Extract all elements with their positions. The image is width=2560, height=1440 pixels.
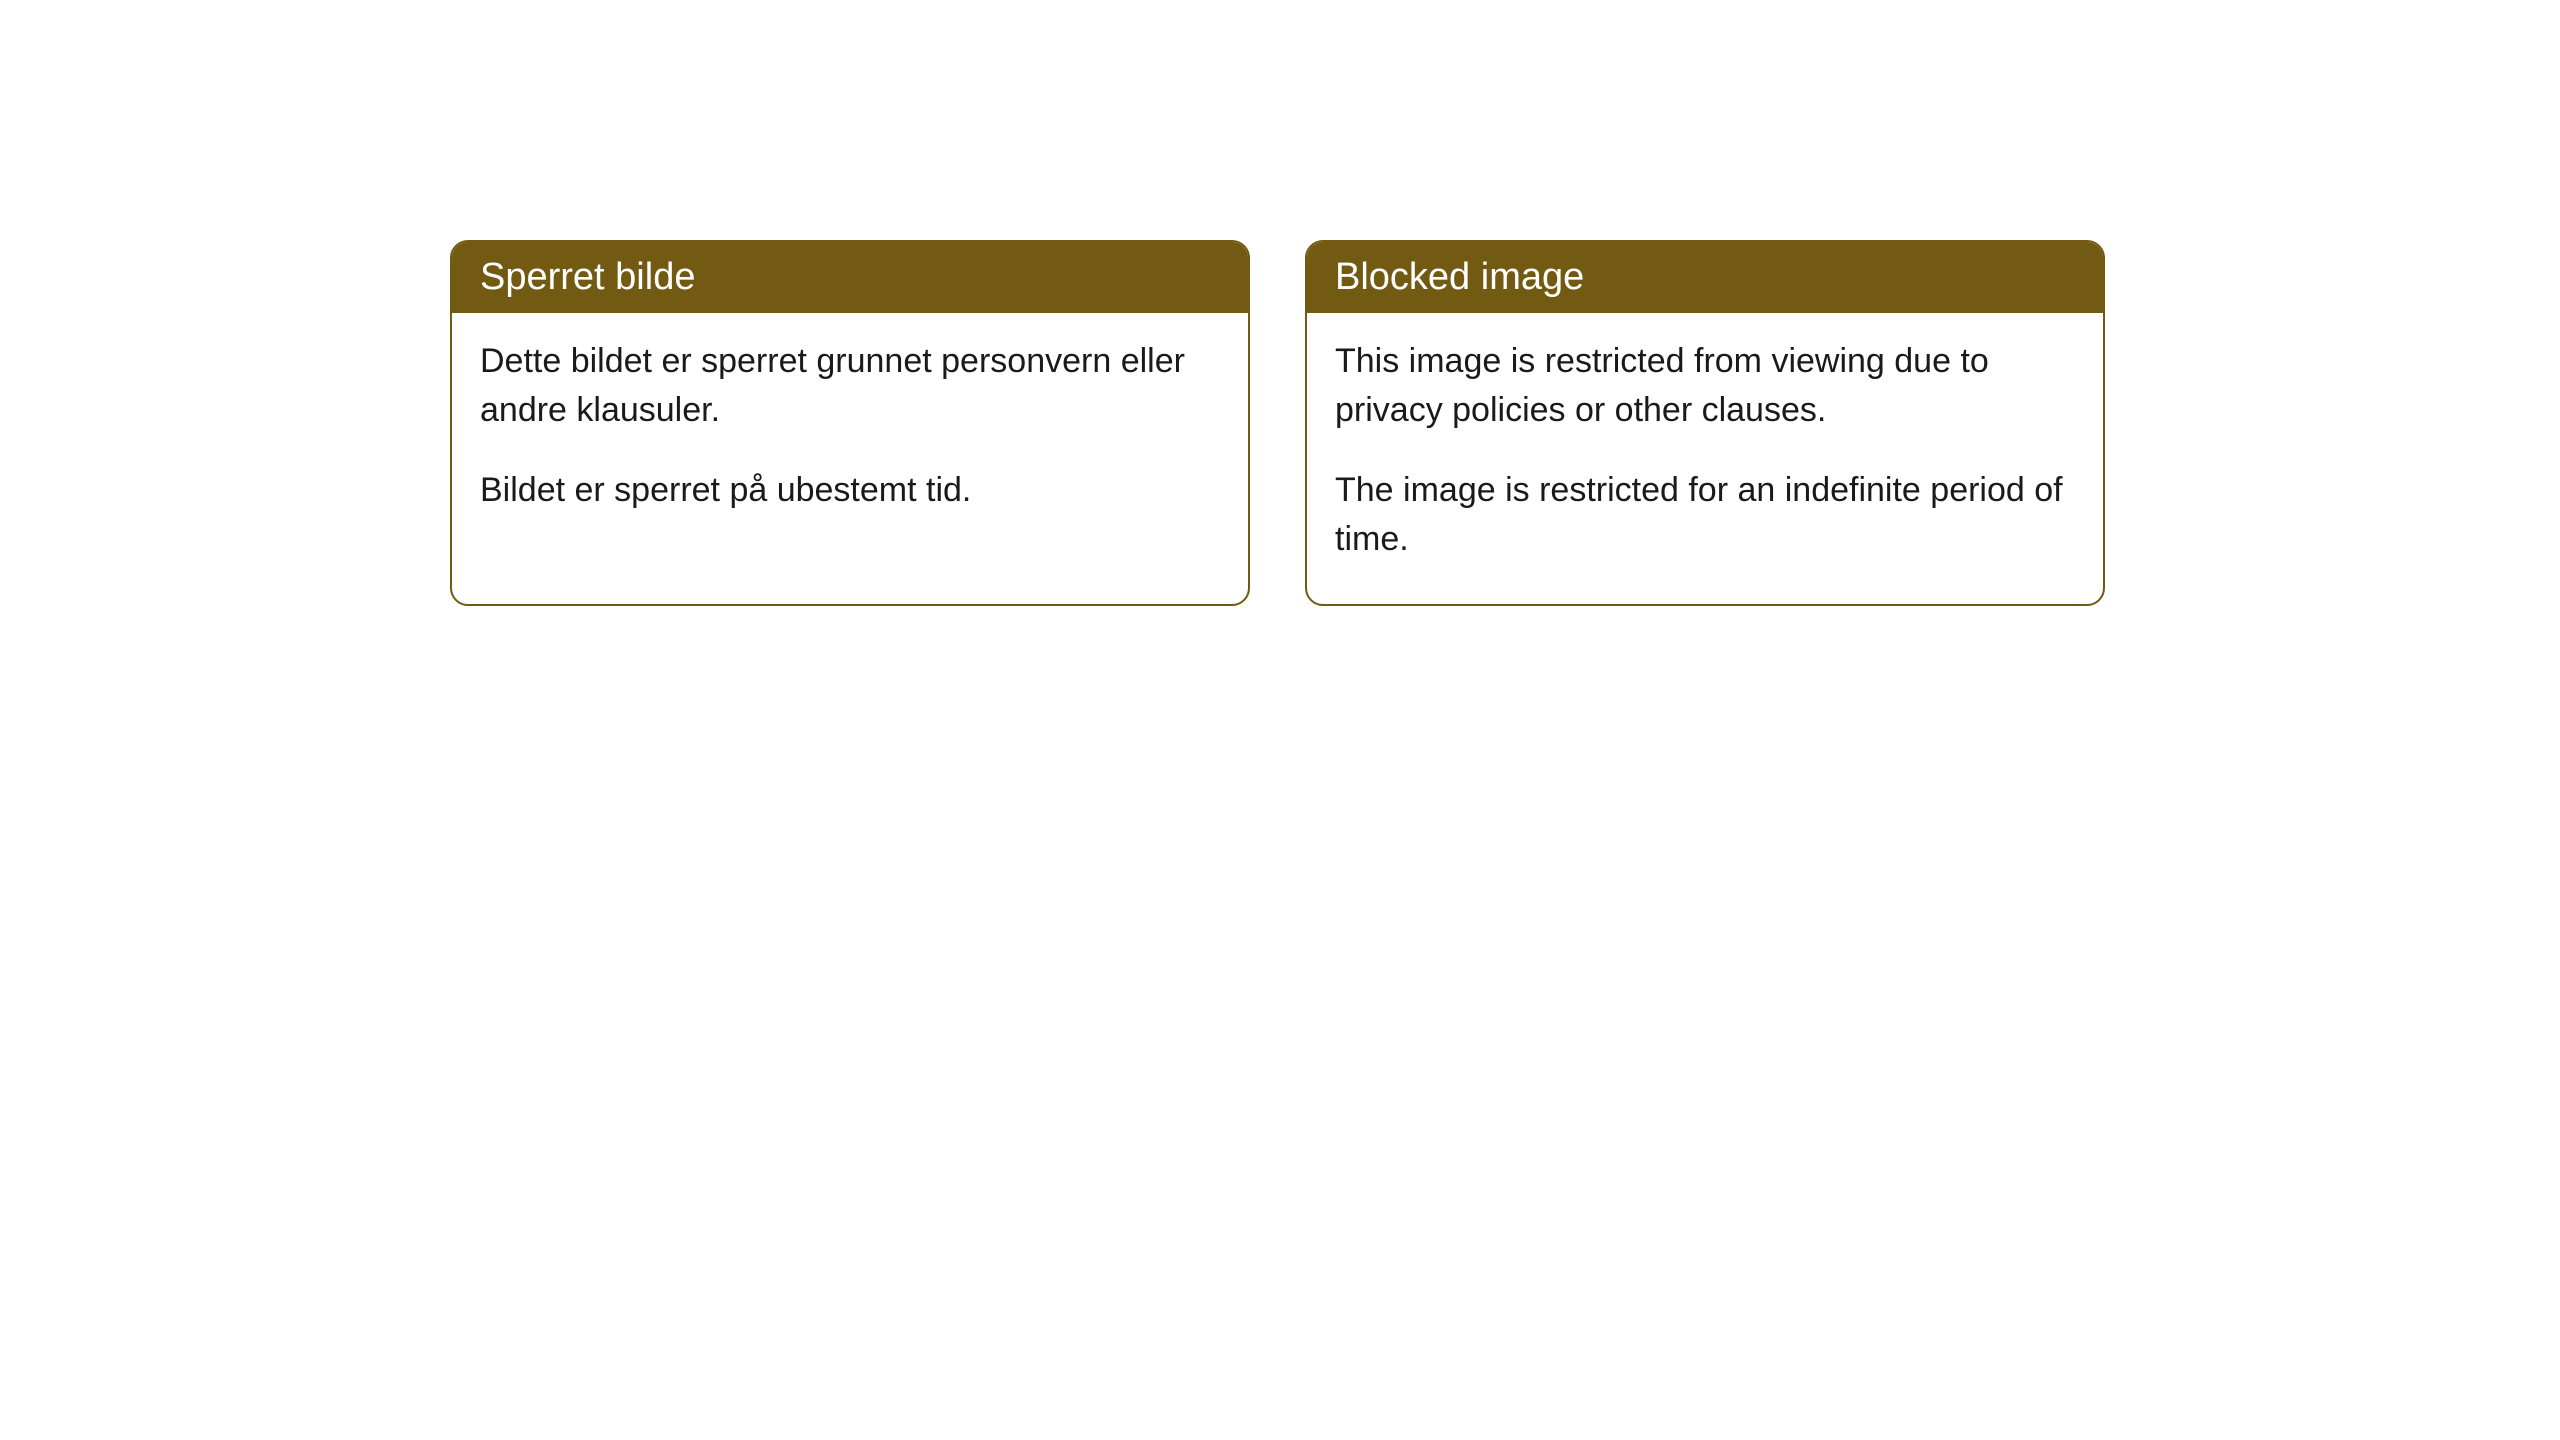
card-title-english: Blocked image xyxy=(1307,242,2103,313)
blocked-image-card-english: Blocked image This image is restricted f… xyxy=(1305,240,2105,606)
card-paragraph-2-english: The image is restricted for an indefinit… xyxy=(1335,466,2075,565)
card-paragraph-1-norwegian: Dette bildet er sperret grunnet personve… xyxy=(480,337,1220,436)
card-paragraph-2-norwegian: Bildet er sperret på ubestemt tid. xyxy=(480,466,1220,515)
card-title-norwegian: Sperret bilde xyxy=(452,242,1248,313)
notice-cards-container: Sperret bilde Dette bildet er sperret gr… xyxy=(450,240,2105,606)
card-body-norwegian: Dette bildet er sperret grunnet personve… xyxy=(452,313,1248,555)
card-paragraph-1-english: This image is restricted from viewing du… xyxy=(1335,337,2075,436)
card-body-english: This image is restricted from viewing du… xyxy=(1307,313,2103,604)
blocked-image-card-norwegian: Sperret bilde Dette bildet er sperret gr… xyxy=(450,240,1250,606)
